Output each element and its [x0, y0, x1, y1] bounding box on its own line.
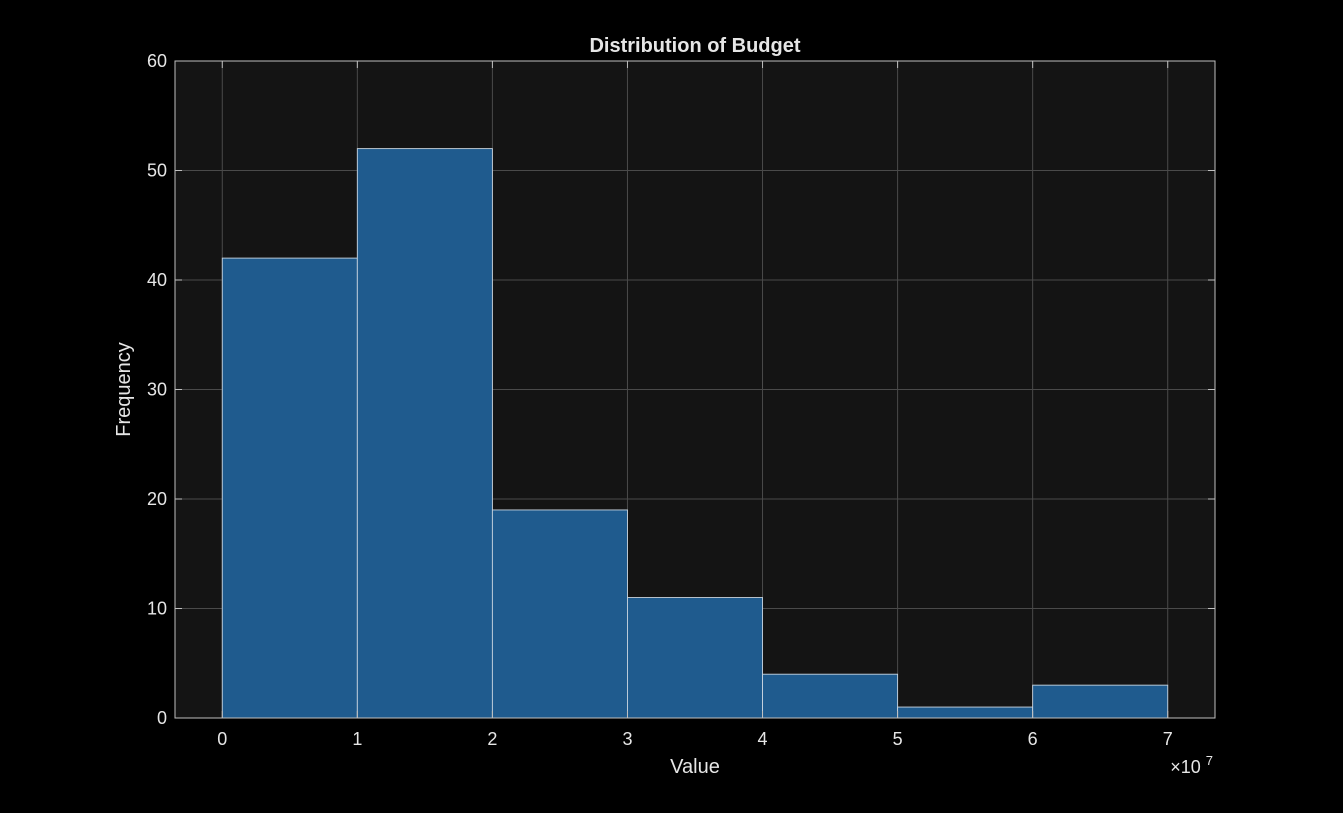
y-tick-label: 50 — [147, 161, 167, 181]
x-axis-label: Value — [670, 756, 720, 778]
histogram-bar — [627, 597, 763, 719]
bars — [221, 148, 1169, 719]
x-axis-multiplier: ×10 7 — [1170, 753, 1213, 777]
y-tick-label: 60 — [147, 51, 167, 71]
x-tick-label: 3 — [622, 729, 632, 749]
histogram-bar — [356, 148, 493, 719]
y-tick-label: 0 — [157, 708, 167, 728]
y-axis-label: Frequency — [113, 342, 135, 437]
x-tick-label: 5 — [893, 729, 903, 749]
x-tick-label: 7 — [1163, 729, 1173, 749]
histogram-bar — [897, 706, 1034, 719]
x-axis-multiplier-exponent: 7 — [1206, 753, 1213, 768]
axis-ticks: 0 1 2 3 4 5 6 7 0 10 20 30 40 50 60 — [147, 51, 1215, 749]
y-tick-label: 30 — [147, 380, 167, 400]
x-tick-label: 1 — [352, 729, 362, 749]
histogram-bar — [491, 509, 628, 719]
x-tick-label: 4 — [758, 729, 768, 749]
x-tick-label: 2 — [487, 729, 497, 749]
y-tick-label: 40 — [147, 270, 167, 290]
chart-title: Distribution of Budget — [589, 35, 800, 57]
x-tick-label: 6 — [1028, 729, 1038, 749]
histogram-bar — [762, 673, 899, 719]
histogram-bar — [221, 257, 358, 719]
y-tick-label: 20 — [147, 489, 167, 509]
x-tick-label: 0 — [217, 729, 227, 749]
y-tick-label: 10 — [147, 599, 167, 619]
histogram-bar — [1032, 684, 1169, 719]
x-axis-multiplier-base: ×10 — [1170, 757, 1201, 777]
